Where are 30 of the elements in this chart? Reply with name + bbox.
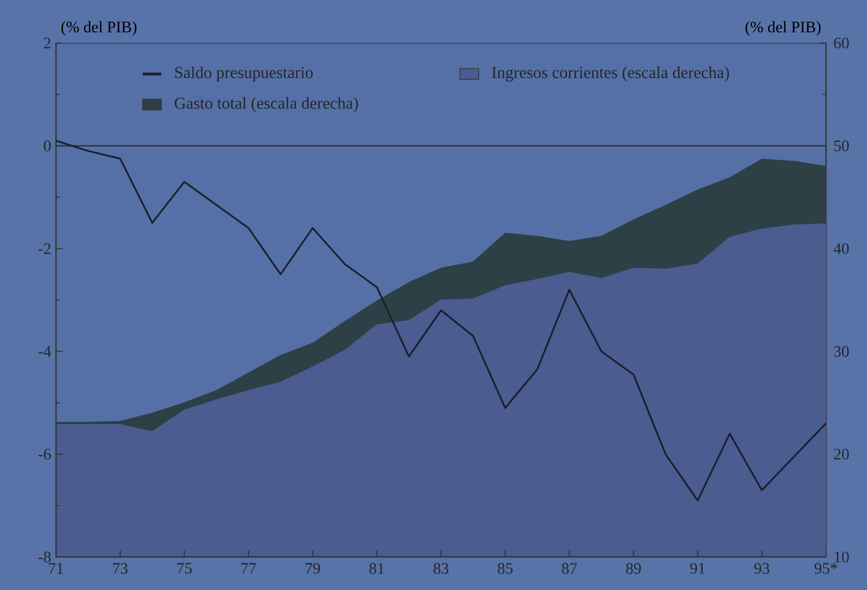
x-tick-label: 81 — [369, 563, 384, 574]
x-tick-label: 73 — [113, 563, 128, 574]
legend-label: Saldo presupuestario — [175, 66, 313, 82]
y-tick-label: -6 — [38, 448, 51, 460]
y-tick-label: -4 — [38, 346, 52, 357]
y-tick-label: 2 — [44, 38, 50, 48]
legend-label: Gasto total (escala derecha) — [174, 97, 358, 112]
x-tick-label: 89 — [626, 563, 641, 574]
x-tick-label: 95* — [814, 563, 838, 574]
x-tick-label: 75 — [177, 563, 192, 574]
x-tick-label: 87 — [562, 563, 577, 574]
y-tick-label: -8 — [38, 552, 51, 562]
y2-tick-label: 50 — [834, 140, 849, 152]
x-tick-label: 85 — [498, 563, 513, 574]
x-tick-label: 91 — [690, 563, 705, 574]
y2-tick-label: 20 — [834, 448, 849, 460]
y-axis-title: (% del PIB) — [61, 21, 136, 36]
y2-tick-label: 30 — [834, 346, 849, 357]
y2-tick-label: 10 — [834, 552, 849, 562]
y2-tick-label: 40 — [834, 243, 849, 254]
x-tick-label: 77 — [242, 563, 256, 574]
x-tick-label: 79 — [306, 563, 320, 574]
y2-tick-label: 60 — [834, 38, 849, 48]
legend-label: Ingresos corrientes (escala derecha) — [492, 66, 729, 82]
y2-axis-title: (% del PIB) — [746, 21, 821, 36]
x-tick-label: 93 — [754, 563, 770, 574]
x-tick-label: 83 — [434, 563, 448, 574]
x-tick-label: 71 — [49, 563, 64, 574]
y-tick-label: -2 — [38, 243, 50, 254]
y-tick-label: 0 — [44, 140, 51, 152]
